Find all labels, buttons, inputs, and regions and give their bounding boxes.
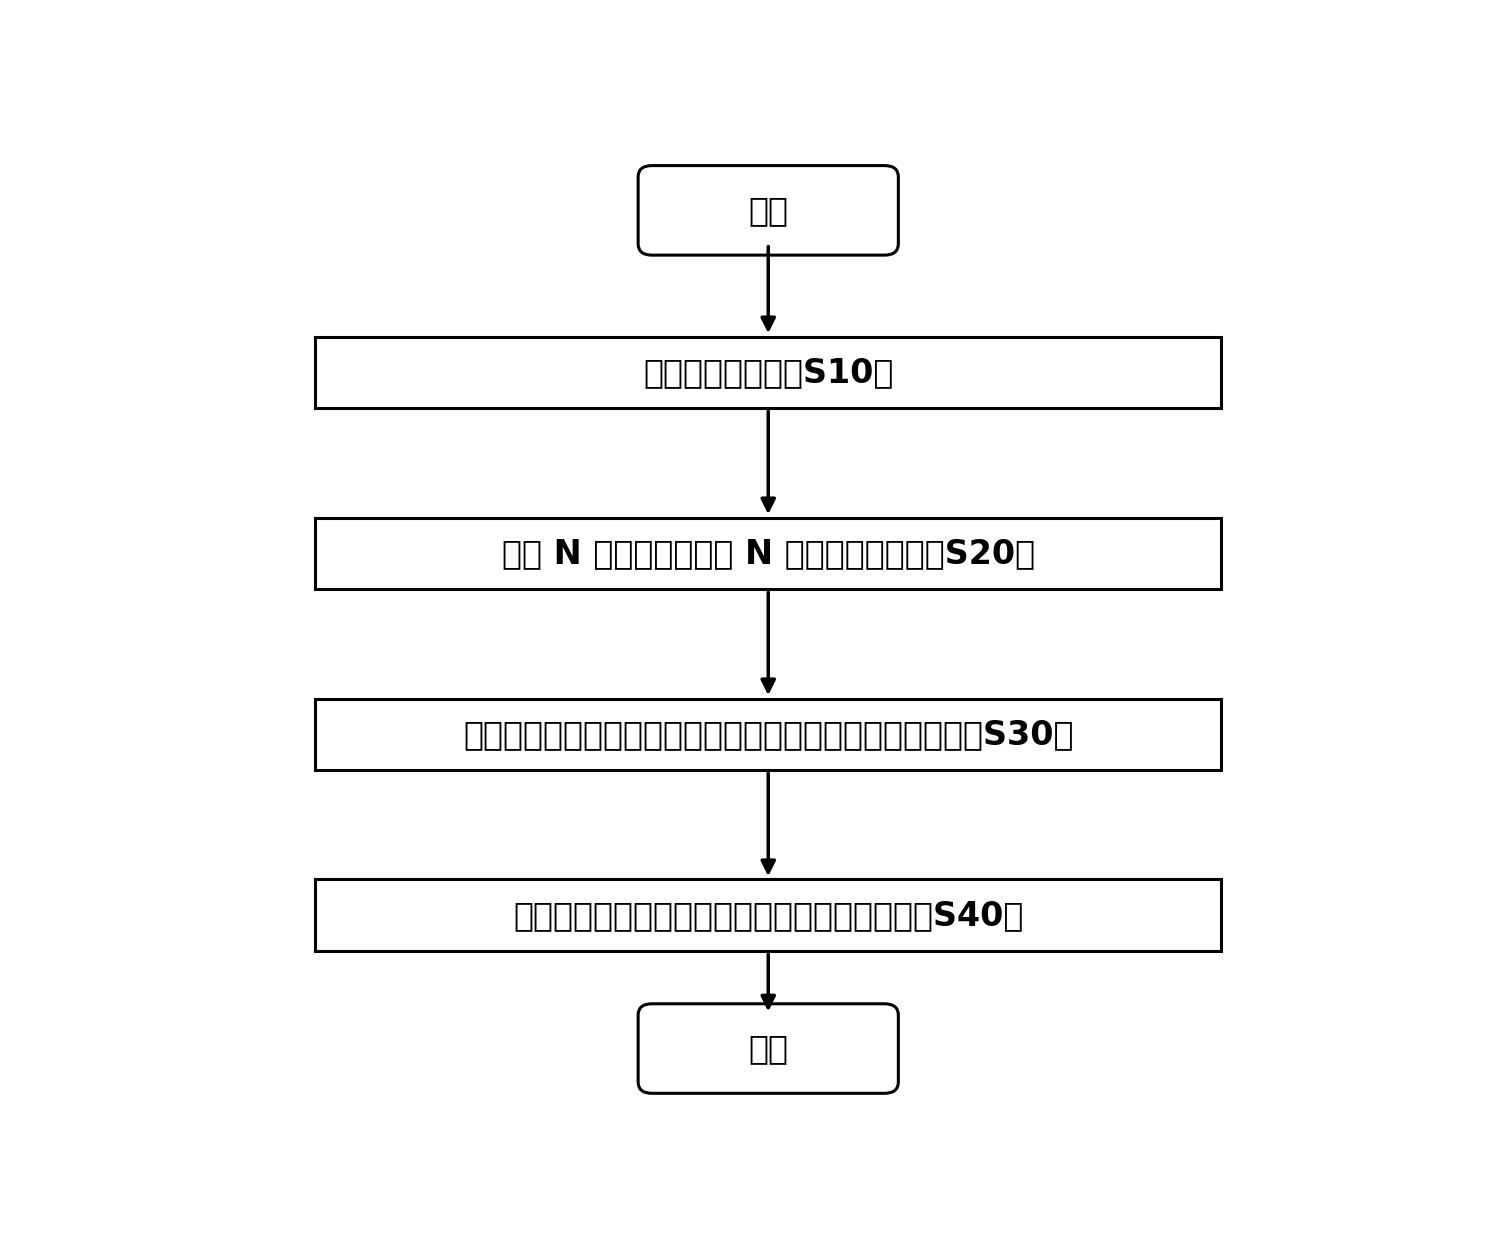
FancyBboxPatch shape [315,517,1222,589]
Text: 结束: 结束 [748,1032,788,1065]
Text: 采集地震数据体（S10）: 采集地震数据体（S10） [643,356,893,388]
Text: 建立关于多个地震道的地震数据的存储地址的树状索引组（S30）: 建立关于多个地震道的地震数据的存储地址的树状索引组（S30） [463,717,1073,751]
FancyBboxPatch shape [639,166,898,255]
FancyBboxPatch shape [315,336,1222,408]
Text: 存储采集的地震数据体连同建立的树状索引组（S40）: 存储采集的地震数据体连同建立的树状索引组（S40） [513,899,1024,931]
FancyBboxPatch shape [315,699,1222,769]
FancyBboxPatch shape [315,880,1222,951]
Text: 开始: 开始 [748,194,788,226]
FancyBboxPatch shape [639,1003,898,1094]
Text: 设置 N 个关键字并指定 N 个关键字的排序（S20）: 设置 N 个关键字并指定 N 个关键字的排序（S20） [502,537,1034,570]
